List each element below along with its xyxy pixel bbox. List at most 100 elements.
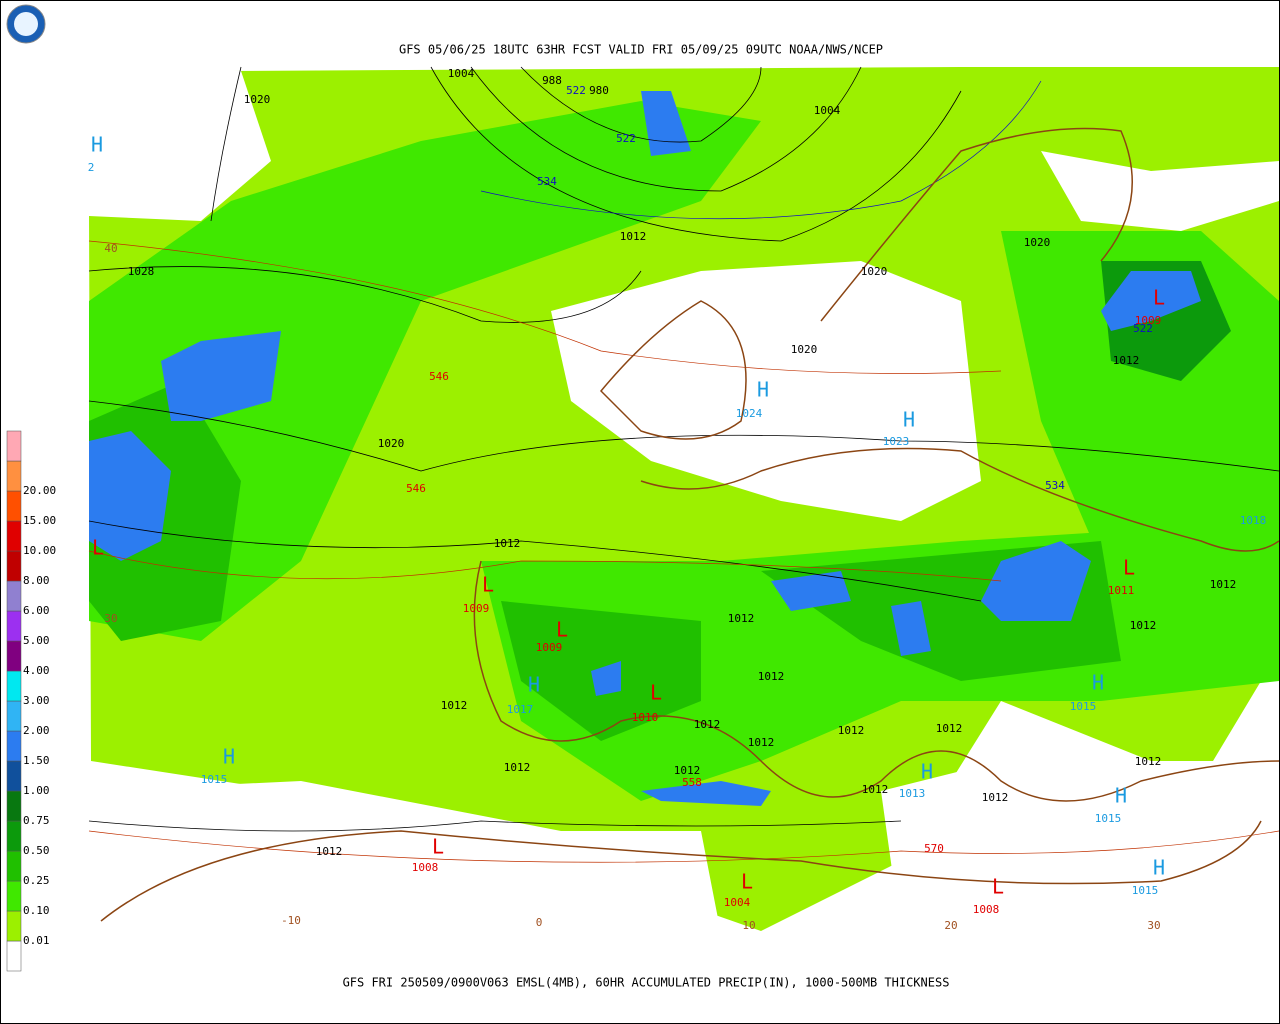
map-label: 1012 bbox=[316, 845, 343, 858]
map-label: 522 bbox=[566, 84, 586, 97]
contour-line bbox=[88, 240, 1002, 374]
logo-center bbox=[14, 12, 38, 36]
contour-line bbox=[88, 830, 1279, 863]
pressure-center: L bbox=[482, 573, 494, 597]
legend-label: 6.00 bbox=[23, 604, 50, 617]
map-label: 1012 bbox=[982, 791, 1009, 804]
map-label: 1012 bbox=[758, 670, 785, 683]
legend-label: 0.10 bbox=[23, 904, 50, 917]
map-label: 1015 bbox=[1070, 700, 1097, 713]
pressure-center: H bbox=[1153, 856, 1165, 880]
legend-label: 8.00 bbox=[23, 574, 50, 587]
map-label: 1010 bbox=[632, 711, 659, 724]
pressure-center: H bbox=[223, 745, 235, 769]
contour-line bbox=[100, 820, 1262, 922]
map-label: 1020 bbox=[244, 93, 271, 106]
legend-label: 1.50 bbox=[23, 754, 50, 767]
legend-swatch bbox=[6, 910, 22, 942]
map-label: 0 bbox=[536, 916, 543, 929]
contour-line bbox=[640, 447, 1279, 552]
map-label: 1008 bbox=[412, 861, 439, 874]
legend-label: 5.00 bbox=[23, 634, 50, 647]
map-label: 1028 bbox=[128, 265, 155, 278]
map-label: 1012 bbox=[728, 612, 755, 625]
precip-layer bbox=[89, 67, 1279, 934]
legend-swatch bbox=[6, 670, 22, 702]
pressure-center: H bbox=[921, 760, 933, 784]
pressure-center: H bbox=[91, 133, 103, 157]
map-label: 1012 bbox=[494, 537, 521, 550]
precip-area bbox=[881, 761, 1279, 934]
map-label: 1004 bbox=[724, 896, 751, 909]
contour-line bbox=[520, 66, 762, 143]
precip-area bbox=[641, 91, 691, 156]
contour-line bbox=[470, 66, 862, 192]
map-label: 1004 bbox=[448, 67, 475, 80]
legend-swatch bbox=[6, 490, 22, 522]
map-label: 1015 bbox=[1132, 884, 1159, 897]
precip-area bbox=[89, 431, 171, 561]
contour-line bbox=[480, 80, 1042, 220]
contour-layer bbox=[88, 66, 1279, 922]
legend-swatch bbox=[6, 820, 22, 852]
map-label: 30 bbox=[104, 612, 117, 625]
map-label: 1013 bbox=[899, 787, 926, 800]
map-label: 546 bbox=[406, 482, 426, 495]
pressure-center: H bbox=[1115, 784, 1127, 808]
map-label: 1012 bbox=[504, 761, 531, 774]
map-label: 1020 bbox=[1024, 236, 1051, 249]
precip-area bbox=[981, 541, 1091, 621]
legend-label: 0.75 bbox=[23, 814, 50, 827]
contour-line bbox=[430, 66, 962, 242]
pressure-center: L bbox=[992, 875, 1004, 899]
contour-line bbox=[88, 400, 1279, 472]
precip-area bbox=[89, 101, 761, 641]
map-label: 10 bbox=[742, 919, 755, 932]
pressure-center: H bbox=[757, 378, 769, 402]
precip-area bbox=[161, 331, 281, 421]
map-label: 1012 bbox=[441, 699, 468, 712]
map-label: 1024 bbox=[736, 407, 763, 420]
map-label: 1015 bbox=[201, 773, 228, 786]
map-label: 980 bbox=[589, 84, 609, 97]
legend-swatch bbox=[6, 520, 22, 552]
map-label: 522 bbox=[1133, 322, 1153, 335]
pressure-center: L bbox=[92, 536, 104, 560]
pressure-center: H bbox=[528, 673, 540, 697]
map-label: 1018 bbox=[1240, 514, 1267, 527]
legend-swatch bbox=[6, 550, 22, 582]
map-label: 1012 bbox=[694, 718, 721, 731]
precip-area bbox=[641, 781, 771, 806]
precip-area bbox=[1041, 151, 1279, 231]
precip-area bbox=[89, 67, 271, 221]
map-label: 1009 bbox=[1135, 314, 1162, 327]
precip-area bbox=[771, 571, 851, 611]
map-caption: GFS FRI 250509/0900V063 EMSL(4MB), 60HR … bbox=[343, 976, 950, 990]
legend-label: 20.00 bbox=[23, 484, 56, 497]
legend-label: 1.00 bbox=[23, 784, 50, 797]
map-label: 1012 bbox=[674, 764, 701, 777]
map-label: 1017 bbox=[507, 703, 534, 716]
legend-swatch bbox=[6, 760, 22, 792]
map-label: 40 bbox=[104, 242, 117, 255]
precip-area bbox=[1101, 271, 1201, 331]
contour-line bbox=[599, 300, 747, 440]
map-label: 30 bbox=[1147, 919, 1160, 932]
legend-label: 0.01 bbox=[23, 934, 50, 947]
legend-swatch bbox=[6, 700, 22, 732]
logo bbox=[6, 4, 46, 44]
map-label: 1012 bbox=[620, 230, 647, 243]
map-label: 1020 bbox=[791, 343, 818, 356]
legend-label: 0.50 bbox=[23, 844, 50, 857]
legend-swatch bbox=[6, 460, 22, 492]
map-label: 1004 bbox=[814, 104, 841, 117]
map-label: 1012 bbox=[1135, 755, 1162, 768]
pressure-center: L bbox=[556, 618, 568, 642]
legend-swatch bbox=[6, 790, 22, 822]
map-label: 988 bbox=[542, 74, 562, 87]
contour-line bbox=[88, 266, 642, 323]
map-label: 1012 bbox=[1130, 619, 1157, 632]
map-label: 534 bbox=[1045, 479, 1065, 492]
